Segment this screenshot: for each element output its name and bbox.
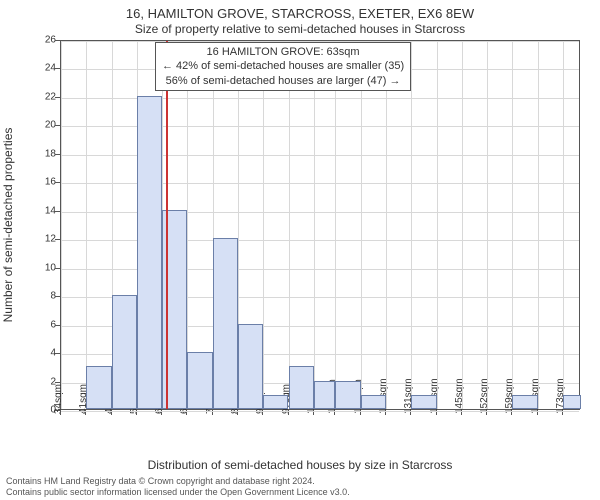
gridline-v — [437, 41, 438, 409]
chart-container: 16, HAMILTON GROVE, STARCROSS, EXETER, E… — [0, 0, 600, 500]
gridline-v — [263, 41, 264, 409]
gridline-v — [386, 41, 387, 409]
y-tick-mark — [55, 154, 60, 155]
y-tick-mark — [55, 40, 60, 41]
annotation-line-2: ← 42% of semi-detached houses are smalle… — [162, 59, 404, 73]
gridline-v — [512, 41, 513, 409]
y-tick-mark — [55, 68, 60, 69]
y-tick-mark — [55, 97, 60, 98]
histogram-bar — [289, 366, 314, 409]
histogram-bar — [86, 366, 111, 409]
histogram-bar — [137, 96, 162, 409]
gridline-v — [335, 41, 336, 409]
histogram-bar — [238, 324, 263, 409]
histogram-bar — [187, 352, 212, 409]
reference-line — [166, 41, 168, 409]
histogram-bar — [563, 395, 581, 409]
y-tick-mark — [55, 125, 60, 126]
chart-subtitle: Size of property relative to semi-detach… — [0, 22, 600, 36]
gridline-v — [361, 41, 362, 409]
annotation-box: 16 HAMILTON GROVE: 63sqm ← 42% of semi-d… — [155, 42, 411, 91]
plot-area — [60, 40, 580, 410]
histogram-bar — [335, 381, 360, 409]
y-tick-mark — [55, 296, 60, 297]
footnote: Contains HM Land Registry data © Crown c… — [6, 476, 350, 498]
histogram-bar — [213, 238, 238, 409]
gridline-v — [462, 41, 463, 409]
y-tick-mark — [55, 325, 60, 326]
footnote-line-2: Contains public sector information licen… — [6, 487, 350, 498]
x-axis-label: Distribution of semi-detached houses by … — [0, 458, 600, 472]
histogram-bar — [263, 395, 288, 409]
y-tick-mark — [55, 182, 60, 183]
annotation-line-1: 16 HAMILTON GROVE: 63sqm — [162, 45, 404, 59]
gridline-v — [289, 41, 290, 409]
histogram-bar — [512, 395, 537, 409]
gridline-v — [487, 41, 488, 409]
gridline-v — [411, 41, 412, 409]
gridline-h — [61, 411, 579, 412]
y-tick-mark — [55, 211, 60, 212]
footnote-line-1: Contains HM Land Registry data © Crown c… — [6, 476, 350, 487]
y-tick-mark — [55, 353, 60, 354]
chart-title-main: 16, HAMILTON GROVE, STARCROSS, EXETER, E… — [0, 6, 600, 21]
gridline-v — [61, 41, 62, 409]
x-tick-label: 152sqm — [479, 378, 490, 414]
histogram-bar — [112, 295, 137, 409]
gridline-v — [538, 41, 539, 409]
x-tick-label: 145sqm — [454, 378, 465, 414]
x-tick-label: 34sqm — [53, 384, 64, 414]
gridline-v — [563, 41, 564, 409]
histogram-bar — [314, 381, 336, 409]
histogram-bar — [361, 395, 386, 409]
y-axis-label: Number of semi-detached properties — [1, 128, 15, 323]
gridline-v — [314, 41, 315, 409]
y-tick-mark — [55, 382, 60, 383]
y-tick-mark — [55, 268, 60, 269]
annotation-line-3: 56% of semi-detached houses are larger (… — [162, 74, 404, 88]
gridline-v — [86, 41, 87, 409]
y-tick-mark — [55, 239, 60, 240]
histogram-bar — [411, 395, 436, 409]
